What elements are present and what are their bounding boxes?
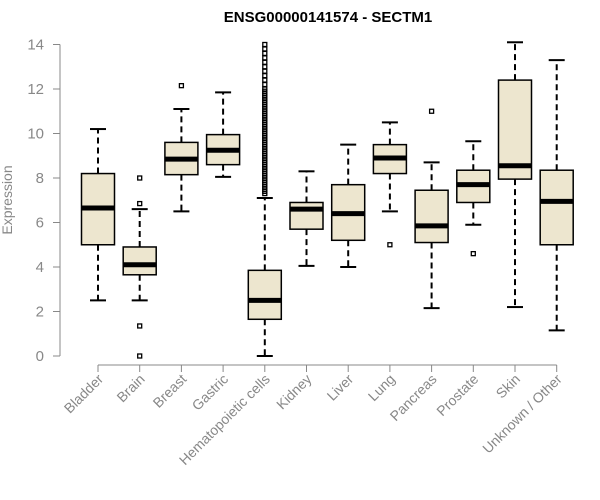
outlier-point	[262, 55, 268, 61]
outlier-point	[262, 41, 268, 48]
y-tick-label: 0	[36, 348, 44, 365]
box	[289, 201, 324, 230]
y-axis-title: Expression	[0, 165, 15, 234]
y-tick-label: 14	[27, 37, 44, 54]
outlier-point	[262, 81, 268, 88]
outlier-point	[137, 353, 143, 359]
x-category-label: Kidney	[273, 371, 315, 413]
x-category-label: Bladder	[61, 371, 107, 417]
box	[122, 246, 157, 276]
outlier-point	[137, 200, 143, 207]
box	[247, 269, 283, 321]
y-tick-label: 2	[36, 304, 44, 321]
outlier-point	[470, 250, 476, 257]
outlier-point	[262, 64, 268, 70]
y-tick-label: 12	[27, 81, 44, 98]
outlier-point	[262, 59, 268, 65]
outlier-point	[387, 242, 393, 248]
x-category-label: Brain	[113, 371, 147, 405]
x-category-label: Skin	[493, 371, 524, 402]
outlier-point	[262, 73, 268, 79]
x-category-label: Breast	[150, 371, 190, 411]
outlier-point	[137, 323, 143, 329]
x-category-label: Lung	[365, 371, 398, 404]
y-tick-label: 8	[36, 170, 44, 187]
outlier-point	[262, 77, 268, 83]
x-category-label: Prostate	[433, 371, 481, 419]
chart-title: ENSG00000141574 - SECTM1	[224, 9, 432, 26]
y-tick-label: 6	[36, 215, 44, 232]
box	[539, 169, 574, 246]
outlier-point	[178, 83, 185, 89]
y-tick-label: 4	[36, 259, 44, 276]
outlier-point	[262, 50, 268, 57]
x-category-label: Unknown / Other	[479, 371, 565, 457]
x-category-label: Liver	[324, 371, 357, 404]
box	[414, 189, 449, 244]
y-tick-label: 10	[27, 126, 44, 143]
box	[497, 79, 533, 180]
outlier-point	[137, 175, 143, 181]
outlier-point	[428, 108, 435, 114]
outlier-point	[262, 46, 268, 52]
outlier-point	[262, 68, 268, 74]
